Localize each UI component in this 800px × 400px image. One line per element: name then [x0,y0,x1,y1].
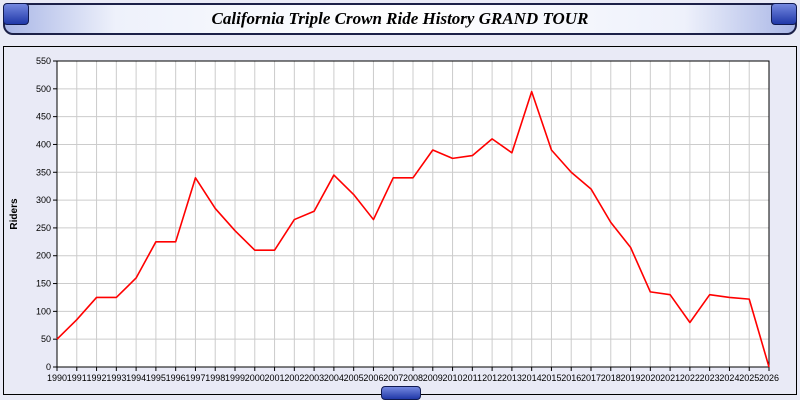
svg-text:2017: 2017 [581,373,601,383]
svg-text:1994: 1994 [126,373,146,383]
svg-text:2011: 2011 [463,373,482,383]
bottom-tab [381,386,421,400]
svg-text:2003: 2003 [304,373,324,383]
title-bar: California Triple Crown Ride History GRA… [3,3,797,35]
svg-text:2006: 2006 [363,373,383,383]
svg-text:2024: 2024 [719,373,739,383]
svg-text:0: 0 [46,362,51,372]
svg-text:2018: 2018 [601,373,621,383]
svg-text:2022: 2022 [680,373,700,383]
x-axis-tick-labels: 1990 1991 1992 1993 1994 1995 1996 1997 1998 1999… [47,367,779,383]
svg-text:1993: 1993 [106,373,126,383]
svg-text:1999: 1999 [225,373,245,383]
page-title: California Triple Crown Ride History GRA… [211,9,589,28]
svg-text:2026: 2026 [759,373,779,383]
svg-text:2015: 2015 [541,373,561,383]
svg-text:2025: 2025 [739,373,759,383]
svg-text:2000: 2000 [245,373,265,383]
svg-text:100: 100 [36,306,51,316]
svg-text:1995: 1995 [146,373,166,383]
svg-text:2007: 2007 [383,373,403,383]
svg-text:2019: 2019 [621,373,641,383]
svg-text:2014: 2014 [522,373,542,383]
svg-text:2009: 2009 [423,373,443,383]
svg-text:1992: 1992 [87,373,107,383]
svg-text:200: 200 [36,251,51,261]
svg-text:2012: 2012 [482,373,502,383]
svg-text:450: 450 [36,112,51,122]
svg-text:300: 300 [36,195,51,205]
svg-text:1996: 1996 [166,373,186,383]
svg-text:50: 50 [41,334,51,344]
svg-text:2016: 2016 [561,373,581,383]
title-bar-left-cap [3,3,29,25]
svg-text:350: 350 [36,167,51,177]
grid-lines [56,60,770,368]
y-axis-title: Riders [9,198,20,230]
svg-text:2020: 2020 [640,373,660,383]
svg-text:1997: 1997 [185,373,205,383]
svg-text:2013: 2013 [502,373,522,383]
riders-series-line [56,90,770,368]
svg-text:1990: 1990 [47,373,67,383]
svg-text:1991: 1991 [67,373,87,383]
svg-text:550: 550 [36,56,51,66]
svg-text:2008: 2008 [403,373,423,383]
svg-text:2001: 2001 [265,373,285,383]
svg-text:1998: 1998 [205,373,225,383]
svg-text:400: 400 [36,139,51,149]
y-axis-tick-labels: 0 50 100 150 200 250 300 350 400 450 500 550 [36,56,57,372]
title-bar-right-cap [771,3,797,25]
svg-text:150: 150 [36,279,51,289]
chart-panel: 0 50 100 150 200 250 300 350 400 450 500 550 1990 199… [3,46,797,395]
svg-text:2023: 2023 [700,373,720,383]
svg-text:2010: 2010 [443,373,463,383]
svg-text:2004: 2004 [324,373,344,383]
svg-text:500: 500 [36,84,51,94]
svg-text:2002: 2002 [284,373,304,383]
svg-text:250: 250 [36,223,51,233]
svg-text:2005: 2005 [344,373,364,383]
svg-text:2021: 2021 [660,373,680,383]
